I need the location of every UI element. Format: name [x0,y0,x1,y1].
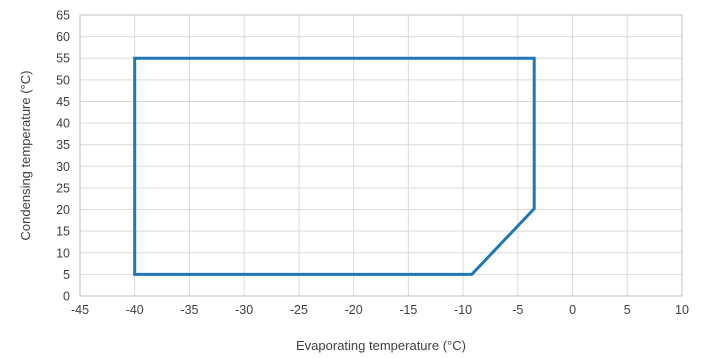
x-tick-label: -15 [399,303,417,317]
x-tick-label: -30 [235,303,253,317]
x-tick-label: -10 [454,303,472,317]
x-tick-label: 0 [569,303,576,317]
y-axis-title: Condensing temperature (°C) [18,71,33,241]
y-tick-label: 35 [56,138,70,152]
y-tick-label: 45 [56,95,70,109]
x-tick-label: -45 [71,303,89,317]
y-tick-label: 0 [63,290,70,304]
plot-area [79,14,683,297]
y-tick-label: 60 [56,30,70,44]
y-tick-label: 40 [56,117,70,131]
y-tick-label: 25 [56,181,70,195]
y-tick-label: 5 [63,268,70,282]
series-layer [133,56,536,276]
x-tick-label: -40 [126,303,144,317]
y-tick-label: 15 [56,225,70,239]
x-tick-label: 10 [675,303,689,317]
envelope-series-line [133,56,536,276]
x-tick-label: -35 [180,303,198,317]
y-tick-label: 65 [56,9,70,23]
x-axis-ticks: -45 -40 -35 -30 -25 -20 -15 -10 -5 0 5 10 [71,303,689,317]
x-tick-label: -25 [290,303,308,317]
y-tick-label: 10 [56,246,70,260]
y-tick-label: 55 [56,52,70,66]
x-tick-label: -20 [345,303,363,317]
y-tick-label: 20 [56,203,70,217]
y-tick-label: 50 [56,73,70,87]
y-axis-ticks: 0 5 10 15 20 25 30 35 40 45 50 55 60 65 [56,9,70,304]
x-tick-label: 5 [624,303,631,317]
x-axis-title: Evaporating temperature (°C) [296,338,466,353]
y-tick-label: 30 [56,160,70,174]
x-tick-label: -5 [512,303,523,317]
